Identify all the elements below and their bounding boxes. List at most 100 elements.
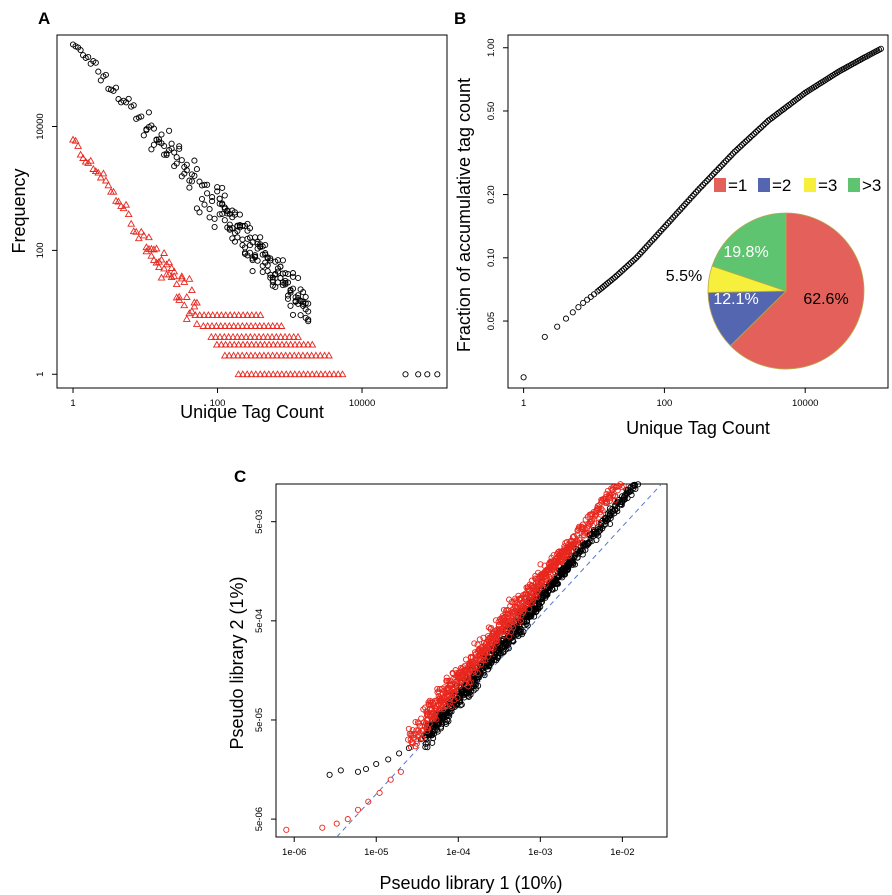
panel-a-triangle-point [268, 332, 276, 340]
panel-a-triangle-point [278, 340, 286, 348]
panel-b-y-tick-label: 1.00 [486, 39, 497, 58]
panel-b-point [744, 137, 751, 144]
panel-a-triangle-point [225, 340, 234, 348]
panel-a-x-tick-label: 10000 [349, 398, 375, 409]
panel-a-circle-point [178, 157, 185, 164]
panel-a-circle-point [305, 316, 312, 323]
panel-a-triangle-point [221, 311, 230, 319]
legend-swatch [714, 178, 726, 192]
panel-a-triangle-point [177, 272, 186, 280]
panel-a-circle-point [186, 184, 193, 191]
panel-c-black-point [373, 760, 380, 768]
panel-a-circle-point [85, 53, 92, 61]
panel-a-circle-point [140, 132, 147, 139]
panel-letter-c: C [234, 467, 246, 486]
panel-c-black-point [429, 731, 436, 739]
panel-c-black-point [607, 515, 614, 522]
panel-a-circle-point [150, 125, 157, 132]
panel-c-red-point [397, 768, 404, 775]
panel-c-red-point [283, 826, 290, 833]
panel-a-circle-point [277, 275, 284, 282]
panel-a-triangle-point [307, 351, 316, 359]
panel-a-triangle-point [137, 227, 146, 235]
panel-a-triangle-point [269, 340, 278, 348]
panel-a-y-tick-label: 10000 [35, 113, 46, 139]
panel-c-black-point [631, 481, 638, 488]
panel-b-point [636, 251, 643, 258]
panel-a-triangle-point [200, 311, 209, 319]
panel-c-red-point [558, 558, 566, 565]
panel-c-red-point [442, 703, 449, 710]
pie-slice-label: 19.8% [723, 244, 768, 261]
panel-b-point [661, 224, 668, 231]
panel-a-triangle-point [256, 311, 265, 319]
panel-a-triangle-point [316, 370, 325, 378]
panel-a-triangle-point [204, 311, 213, 319]
panel-c-red-point [448, 703, 455, 710]
panel-a-triangle-point [320, 351, 329, 359]
panel-a-triangle-point [294, 351, 303, 359]
legend-swatch [848, 178, 860, 192]
panel-a-triangle-point [152, 244, 161, 252]
panel-b-point [691, 191, 698, 198]
panel-a-triangle-point [124, 210, 133, 218]
panel-b-point [729, 150, 737, 157]
panel-b-y-ticks: 0.05 0.10 0.20 0.50 1.00 [486, 39, 508, 330]
panel-c-red-point [319, 824, 326, 831]
panel-a-plot: 1 100 10000 1 100 10000 Unique Tag Count Fre… [9, 34, 448, 422]
panel-a-triangle-point [76, 150, 85, 158]
panel-c-black-point [326, 771, 333, 778]
panel-b-y-tick-label: 0.50 [486, 102, 497, 121]
panel-c-red-point [500, 628, 507, 635]
panel-a-circle-point [239, 222, 246, 229]
panel-letter-b: B [454, 9, 466, 28]
panel-a-triangle-point [213, 311, 222, 319]
panel-b-point [737, 143, 744, 150]
panel-c-x-tick-label: 1e-03 [528, 847, 552, 858]
panel-a-circle-point [239, 236, 246, 243]
panel-c-red-point [476, 636, 483, 643]
panel-a-triangle-point [147, 251, 156, 259]
panel-b-point [650, 235, 657, 242]
panel-a-circle-point [188, 178, 195, 185]
panel-a-frame [56, 34, 448, 389]
panel-b-x-axis-title: Unique Tag Count [626, 418, 770, 438]
panel-c-black-point [362, 765, 370, 773]
panel-c-y-tick-label: 5e-05 [254, 708, 265, 732]
panel-c-black-point [475, 682, 482, 689]
panel-c-red-point [365, 798, 372, 805]
panel-a-triangle-point [233, 351, 242, 359]
panel-a-triangle-point [273, 370, 282, 378]
panel-a-triangle-point [144, 233, 153, 241]
panel-a-circle-point [92, 59, 99, 66]
pie-slice [729, 212, 865, 370]
panel-c-red-point [454, 694, 461, 701]
panel-a-circle-point [272, 283, 279, 291]
panel-a-circle-point [171, 149, 178, 156]
panel-b-point [714, 167, 721, 174]
panel-b-point [624, 262, 631, 269]
panel-c-black-point [430, 735, 437, 742]
panel-c-black-point [505, 645, 512, 652]
panel-c-frame [275, 483, 668, 838]
panel-b-point [733, 147, 740, 154]
panel-a-circle-point [264, 262, 271, 269]
panel-a-triangle-point [308, 340, 317, 348]
panel-b-point [613, 272, 620, 279]
panel-a-triangle-point [286, 340, 295, 348]
panel-a-circle-point [267, 255, 274, 262]
panel-a-triangle-point [311, 351, 320, 359]
panel-a-triangle-point [230, 311, 239, 319]
panel-b-point [666, 218, 673, 225]
panel-a-triangle-point [251, 351, 260, 359]
panel-c-red-point [570, 533, 578, 540]
panel-a-triangle-point [99, 169, 108, 177]
panel-b-point [541, 333, 548, 340]
panel-a-circle-point [234, 234, 241, 241]
panel-b-point [708, 172, 715, 179]
panel-a-triangle-point [277, 351, 286, 359]
panel-c-red-point [580, 525, 587, 532]
panel-a-circle-point [168, 140, 175, 147]
panel-a-y-axis-title: Frequency [9, 168, 29, 253]
panel-a-circle-point [289, 270, 297, 277]
